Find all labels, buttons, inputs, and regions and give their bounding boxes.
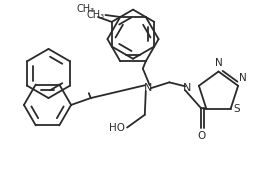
Text: N: N (239, 73, 247, 83)
Text: S: S (234, 104, 240, 114)
Text: N: N (144, 83, 152, 93)
Text: N: N (183, 83, 191, 93)
Text: O: O (198, 131, 206, 142)
Text: CH₃: CH₃ (87, 10, 104, 20)
Text: N: N (215, 58, 222, 68)
Text: CH₃: CH₃ (77, 4, 95, 14)
Text: HO: HO (109, 123, 125, 132)
